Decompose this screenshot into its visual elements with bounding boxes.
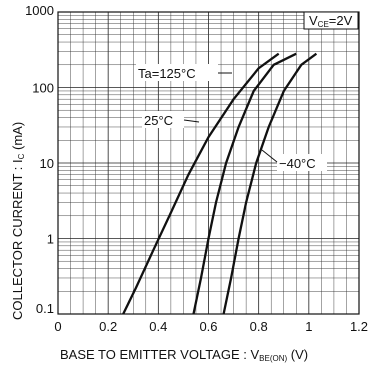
x-tick-label: 0.4 [149,319,167,334]
y-tick-label: 100 [32,81,54,96]
series-annotations: Ta=125°C 25°C −40°C [136,64,327,171]
annotation-leader-minus40 [261,149,278,163]
x-tick-label: 1 [305,319,312,334]
curves [122,52,318,315]
y-axis-title: COLLECTOR CURRENT : IC (mA) [10,122,26,320]
y-axis-title-unit: (mA) [10,122,25,154]
condition-label: VCE=2V [309,13,353,29]
condition-value: =2V [329,13,353,28]
annotation-label-25: 25°C [144,113,173,128]
x-tick-label: 0.6 [199,319,217,334]
annotation-label-125: Ta=125°C [138,66,196,81]
x-axis-title-main: BASE TO EMITTER VOLTAGE : V [60,347,259,362]
condition-main: V [309,13,318,28]
x-axis-title-subscript: BE(ON) [259,354,287,363]
annotation-bg-25 [142,111,184,128]
annotation-bg-minus40 [277,154,327,171]
plot-frame [57,11,360,315]
annotation-bg-125 [136,64,218,81]
condition-subscript: CE [318,20,329,29]
x-tick-label: 0.2 [99,319,117,334]
x-tick-label: 1.2 [350,319,368,334]
series-curve-2 [192,52,297,315]
y-tick-label: 1 [47,232,54,247]
annotation-label-minus40: −40°C [279,156,316,171]
series-curve-3 [222,52,318,315]
y-tick-label: 0.1 [36,301,54,316]
y-axis-title-subscript: C [17,153,26,159]
series-curve-1 [122,52,280,315]
y-tick-label: 10 [40,156,54,171]
annotation-leader-25 [183,119,200,123]
y-tick-label: 1000 [25,3,54,18]
x-tick-label: 0.8 [250,319,268,334]
condition-box-frame [303,11,359,30]
x-tick-label: 0 [54,319,61,334]
x-axis-title: BASE TO EMITTER VOLTAGE : VBE(ON) (V) [60,347,308,363]
y-axis-title-main: COLLECTOR CURRENT : I [10,159,25,320]
x-axis-title-unit: (V) [287,347,308,362]
condition-box: VCE=2V [303,11,359,30]
